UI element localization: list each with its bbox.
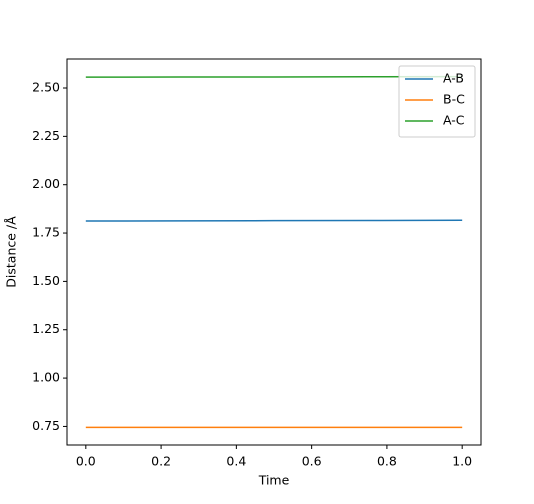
legend-label: A-C (443, 113, 465, 128)
y-axis-label: Distance /Å (4, 216, 19, 288)
x-tick-label: 0.8 (377, 454, 397, 469)
y-tick-label: 1.75 (32, 225, 60, 240)
y-tick-label: 1.00 (32, 370, 60, 385)
x-tick-label: 0.6 (302, 454, 322, 469)
legend-label: B-C (443, 92, 465, 107)
y-tick-label: 1.50 (32, 273, 60, 288)
y-tick-label: 2.00 (32, 176, 60, 191)
x-tick-label: 0.4 (226, 454, 246, 469)
x-axis-label: Time (258, 473, 290, 488)
x-tick-label: 1.0 (452, 454, 472, 469)
y-tick-label: 1.25 (32, 321, 60, 336)
series-line (85, 219, 463, 222)
y-tick-label: 2.25 (32, 128, 60, 143)
y-tick-label: 0.75 (32, 418, 60, 433)
x-tick-label: 0.2 (151, 454, 171, 469)
x-tick-label: 0.0 (76, 454, 96, 469)
legend-label: A-B (443, 71, 464, 86)
y-tick-label: 2.50 (32, 80, 60, 95)
legend-box (398, 65, 476, 138)
